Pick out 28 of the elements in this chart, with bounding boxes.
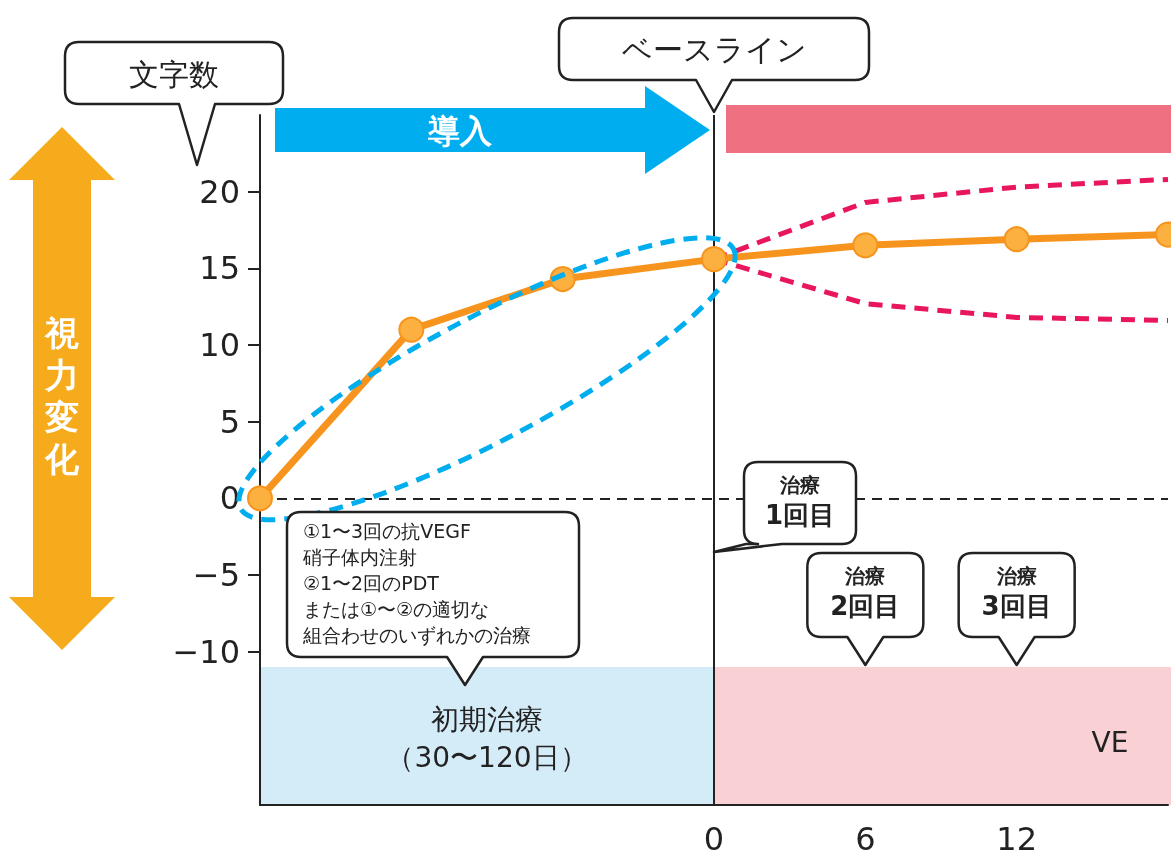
y-tick-label: 5 (219, 402, 240, 441)
right-arrow: 導入 (275, 86, 710, 174)
y-tick-label: −10 (172, 632, 240, 671)
y-tick-label: 20 (199, 172, 240, 211)
x-tick-label: 12 (996, 820, 1038, 857)
annotation: 導入 (427, 112, 493, 150)
y-tick-label: 15 (199, 249, 240, 288)
x-tick-label: 6 (855, 820, 876, 857)
y-tick-label: 10 (199, 326, 240, 364)
y-tick-label: −5 (192, 556, 240, 594)
annotation: VE (1091, 726, 1129, 759)
annotation: 初期治療（30〜120日） (386, 703, 588, 774)
speech-bubble: 文字数 (63, 40, 285, 167)
x-tick-label: 0 (703, 820, 725, 857)
speech-bubble: 治療 1回目 (712, 460, 858, 554)
speech-bubble: 治療 2回目 (806, 551, 925, 667)
annotation: 治療 1回目 (764, 473, 836, 530)
y-tick-label: 0 (219, 479, 240, 518)
speech-bubble: 治療 3回目 (957, 551, 1076, 667)
annotation: 治療 3回目 (981, 564, 1052, 621)
y-axis-title: 視力変化 (44, 313, 80, 479)
ref-line-label: ベースライン (621, 32, 807, 67)
shaded-panel: VE (714, 667, 1171, 805)
annotation: ①1〜3回の抗VEGF 硝子体内注射 ②1〜2回のPDT または①〜②の適切な組合わせのいずれかの治療 (302, 520, 531, 646)
speech-bubble: ベースライン (557, 16, 871, 114)
speech-bubble: ①1〜3回の抗VEGF 硝子体内注射 ②1〜2回のPDT または①〜②の適切な組合わせのいずれかの治療 (285, 510, 581, 687)
annotation: 治療 2回目 (830, 564, 901, 621)
shaded-panel: 初期治療（30〜120日） (260, 667, 714, 805)
